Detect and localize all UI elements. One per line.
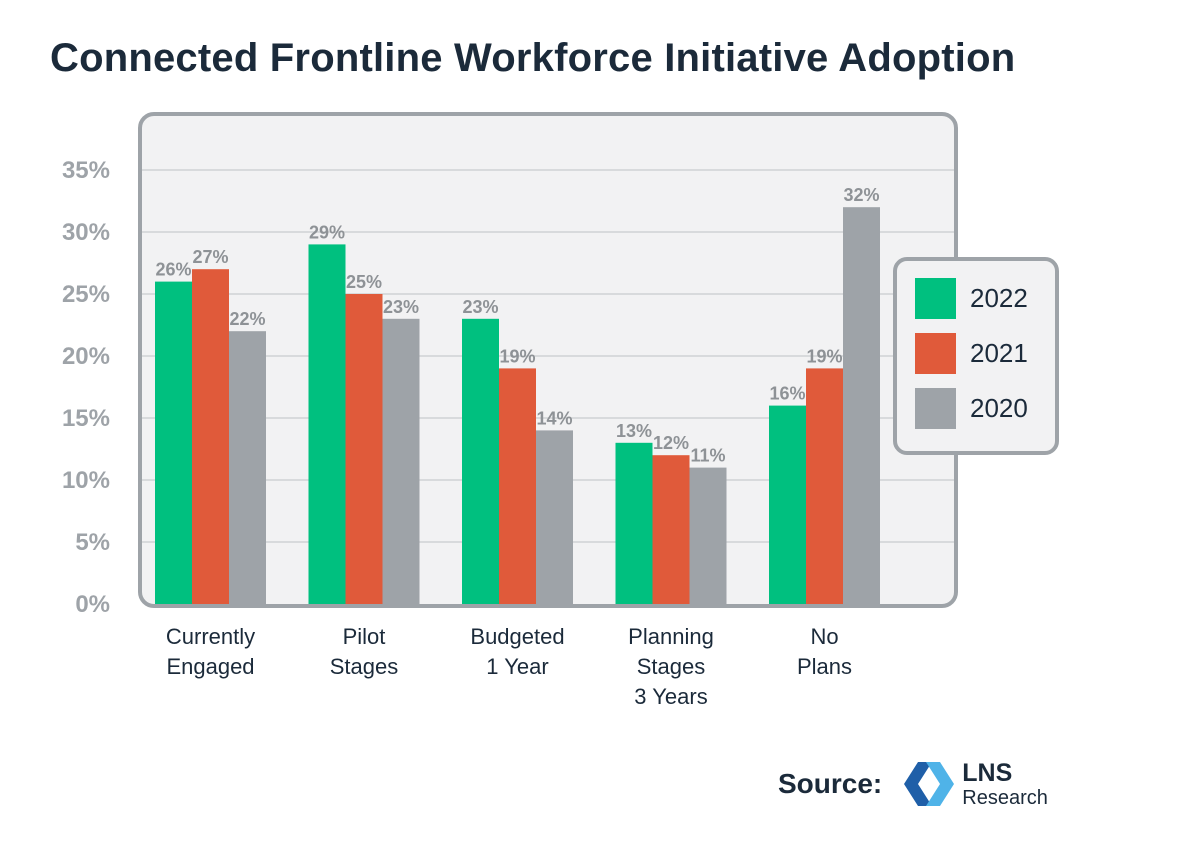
x-tick-label: Currently Engaged <box>166 624 255 679</box>
y-tick-label: 30% <box>62 219 110 246</box>
bar-chart: 0% 5% 10% 15% 20% 25% 30% 35% 26% 29% 23% 13% 16% 27… <box>62 112 1059 709</box>
bars <box>155 207 880 604</box>
y-tick-label: 25% <box>62 281 110 308</box>
bar-2020 <box>536 430 573 604</box>
value-label: 14% <box>536 408 572 428</box>
legend-swatch-2020 <box>915 388 956 429</box>
lns-chevron-logo-icon <box>904 762 955 806</box>
bar-2020 <box>229 331 266 604</box>
y-tick-label: 0% <box>75 591 110 618</box>
value-label: 23% <box>462 297 498 317</box>
value-label: 29% <box>309 222 345 242</box>
bar-2022 <box>769 405 806 604</box>
source-attribution: Source: LNS Research <box>778 760 1048 808</box>
logo-secondary: Research <box>962 786 1048 809</box>
legend-swatch-2022 <box>915 278 956 319</box>
y-tick-label: 5% <box>75 529 110 556</box>
value-label: 13% <box>616 421 652 441</box>
bar-2021 <box>499 368 536 604</box>
source-label: Source: <box>778 768 883 799</box>
bar-2021 <box>192 269 229 604</box>
legend-label-2022: 2022 <box>970 283 1028 313</box>
value-label: 11% <box>690 446 725 466</box>
bar-2021 <box>652 455 690 604</box>
value-label: 25% <box>346 272 382 292</box>
value-label: 19% <box>499 346 535 366</box>
bar-2021 <box>345 294 383 604</box>
value-label: 23% <box>383 297 419 317</box>
bar-2022 <box>308 244 346 604</box>
value-label: 22% <box>229 309 265 329</box>
value-label: 32% <box>843 185 879 205</box>
legend-swatch-2021 <box>915 333 956 374</box>
y-tick-label: 10% <box>62 467 110 494</box>
lns-logo-text: LNS Research <box>962 758 1048 809</box>
bar-2021 <box>806 368 843 604</box>
y-tick-label: 35% <box>62 157 110 184</box>
value-label: 19% <box>806 346 842 366</box>
bar-2022 <box>155 281 192 604</box>
bar-2020 <box>689 467 727 604</box>
legend: 2022 2021 2020 <box>893 257 1059 455</box>
bar-2022 <box>615 442 653 604</box>
bar-2020 <box>382 318 420 604</box>
y-tick-label: 20% <box>62 343 110 370</box>
legend-label-2021: 2021 <box>970 338 1028 368</box>
bar-2020 <box>843 207 880 604</box>
value-labels: 26% 29% 23% 13% 16% 27% 25% 19% 12% 19% 22% 23% 14% 1… <box>155 185 879 465</box>
logo-primary: LNS <box>962 758 1013 787</box>
value-label: 27% <box>192 247 228 267</box>
x-tick-label: Budgeted 1 Year <box>470 624 564 679</box>
x-axis: Currently Engaged Pilot Stages Budgeted 1 Yea… <box>166 624 852 709</box>
y-axis: 0% 5% 10% 15% 20% 25% 30% 35% <box>62 157 110 618</box>
page-title: Connected Frontline Workforce Initiative… <box>50 36 1016 80</box>
value-label: 26% <box>155 260 191 280</box>
bar-2022 <box>462 318 499 604</box>
legend-label-2020: 2020 <box>970 393 1028 423</box>
value-label: 12% <box>653 433 689 453</box>
x-tick-label: No Plans <box>797 624 852 679</box>
x-tick-label: Planning Stages 3 Years <box>628 624 714 709</box>
x-tick-label: Pilot Stages <box>330 624 399 679</box>
y-tick-label: 15% <box>62 405 110 432</box>
value-label: 16% <box>769 384 805 404</box>
